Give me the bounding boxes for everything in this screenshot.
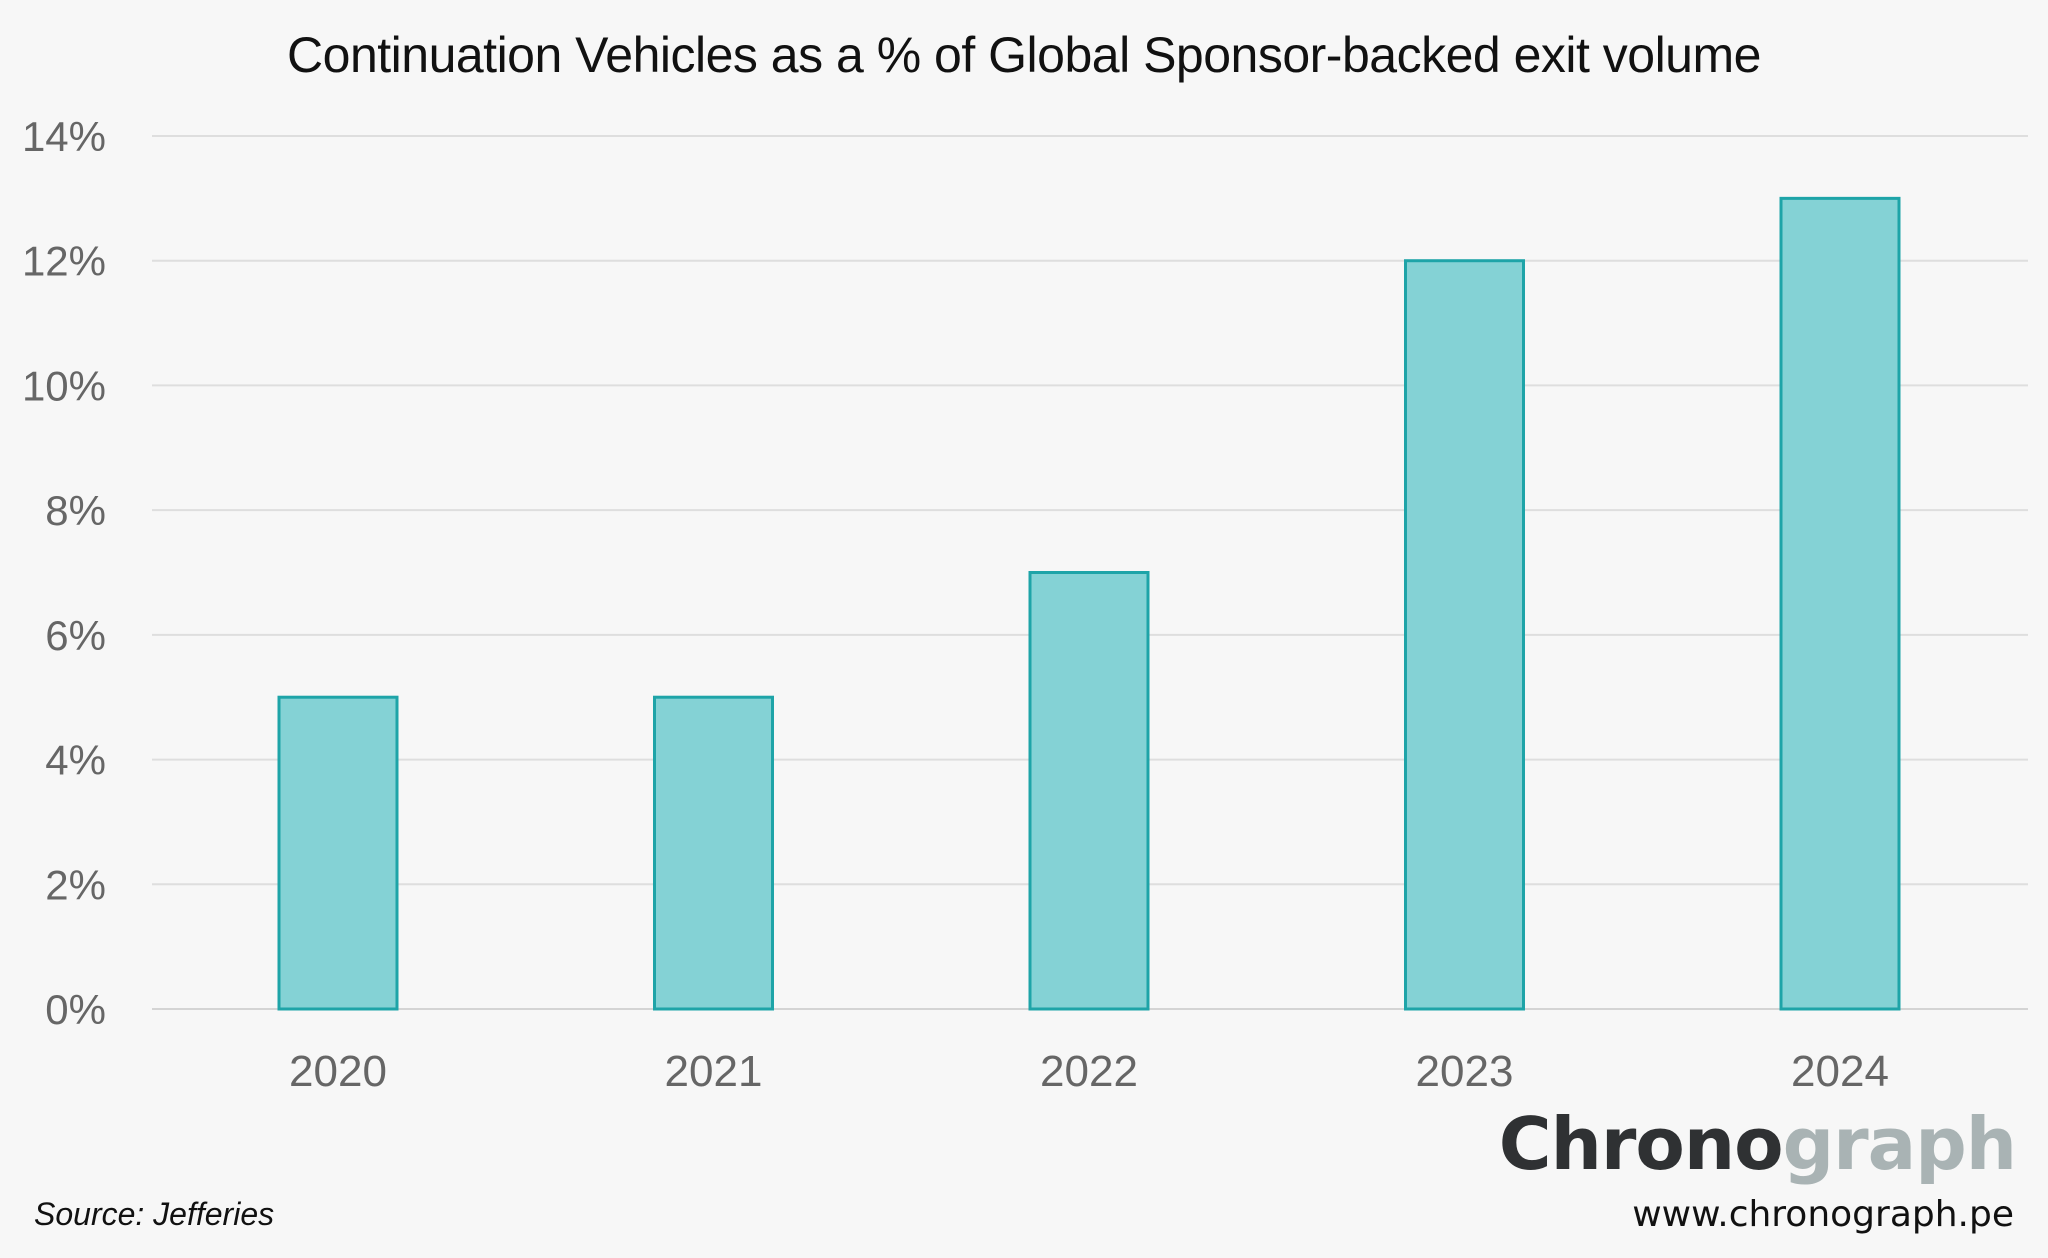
y-tick-label: 12% (22, 238, 106, 285)
bar-2023 (1404, 259, 1525, 1011)
bar-2022 (1028, 571, 1150, 1011)
bar-2021 (653, 695, 774, 1011)
bar-2020 (277, 695, 399, 1011)
x-tick-label: 2023 (1416, 1047, 1514, 1096)
chronograph-logo: Chronograph (1499, 1108, 2017, 1180)
y-tick-label: 6% (45, 612, 106, 659)
source-note: Source: Jefferies (34, 1196, 275, 1232)
y-tick-label: 0% (45, 986, 106, 1033)
bar-2024 (1779, 196, 1901, 1011)
x-tick-label: 2024 (1791, 1047, 1889, 1096)
y-axis: 0% 2% 4% 6% 8% 10% 12% 14% (22, 113, 106, 1033)
y-tick-label: 8% (45, 487, 106, 534)
logo-text-light: graph (1782, 1102, 2017, 1186)
y-tick-label: 2% (45, 861, 106, 908)
y-tick-label: 14% (22, 113, 106, 160)
x-axis: 2020 2021 2022 2023 2024 (289, 1047, 1889, 1096)
brand-url: www.chronograph.pe (1632, 1194, 2014, 1235)
x-tick-label: 2021 (665, 1047, 763, 1096)
y-tick-label: 4% (45, 737, 106, 784)
logo-text-dark: Chrono (1498, 1102, 1784, 1186)
x-tick-label: 2020 (289, 1047, 387, 1096)
y-tick-label: 10% (22, 362, 106, 409)
chart-title: Continuation Vehicles as a % of Global S… (287, 27, 1761, 83)
bar-layer (277, 196, 1901, 1011)
x-tick-label: 2022 (1040, 1047, 1138, 1096)
